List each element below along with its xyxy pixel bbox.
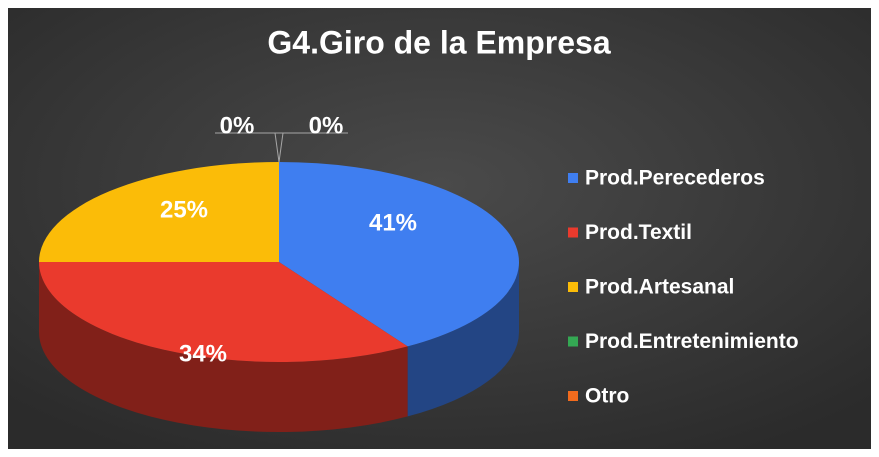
- pie-slice: [39, 162, 279, 262]
- pie-slice-side: [407, 262, 519, 417]
- pie-slice-side: [39, 262, 408, 433]
- data-label: 0%: [309, 112, 344, 139]
- legend-swatch: [568, 227, 578, 238]
- data-label: 34%: [179, 340, 227, 367]
- legend-swatch: [568, 391, 578, 401]
- pie-slice: [279, 162, 519, 347]
- data-label: 41%: [369, 209, 417, 236]
- data-label: 0%: [220, 112, 255, 139]
- legend-label: Prod.Artesanal: [585, 276, 734, 299]
- chart-title: G4.Giro de la Empresa: [267, 24, 610, 60]
- legend-swatch: [568, 336, 578, 347]
- legend-label: Otro: [585, 385, 629, 408]
- legend-swatch: [568, 282, 578, 292]
- leader-line: [274, 132, 348, 163]
- pie-slice: [39, 262, 408, 362]
- legend-label: Prod.Perecederos: [585, 167, 765, 190]
- legend-label: Prod.Textil: [585, 221, 692, 244]
- legend-label: Prod.Entretenimiento: [585, 330, 799, 353]
- legend-swatch: [568, 173, 578, 183]
- data-label: 25%: [160, 196, 208, 223]
